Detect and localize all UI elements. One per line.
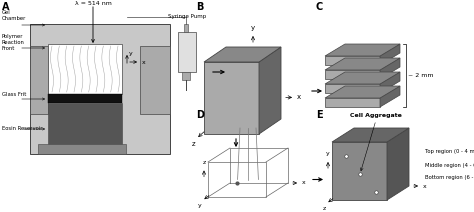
Bar — [48, 103, 122, 144]
Text: x: x — [297, 94, 301, 100]
Text: y: y — [251, 25, 255, 31]
Polygon shape — [380, 72, 400, 93]
Text: y: y — [198, 203, 202, 208]
Polygon shape — [325, 72, 400, 84]
Text: D: D — [196, 110, 204, 120]
Text: z: z — [202, 159, 206, 165]
Polygon shape — [325, 98, 380, 107]
Polygon shape — [259, 47, 281, 134]
Text: ~ 2 mm: ~ 2 mm — [408, 73, 434, 78]
Text: Syringe Pump: Syringe Pump — [168, 14, 206, 19]
Polygon shape — [325, 84, 380, 93]
Bar — [30, 24, 170, 154]
Text: Glass Frit: Glass Frit — [2, 92, 27, 96]
Text: x: x — [142, 60, 146, 64]
Polygon shape — [332, 142, 387, 200]
Bar — [182, 72, 190, 80]
Bar — [48, 94, 122, 103]
Text: Eosin Reservoir: Eosin Reservoir — [2, 127, 43, 131]
Text: Polymer
Reaction
Front: Polymer Reaction Front — [2, 34, 25, 51]
Text: y: y — [129, 52, 133, 57]
Bar — [48, 44, 122, 94]
Polygon shape — [325, 70, 380, 79]
Polygon shape — [325, 44, 400, 56]
Text: Middle region (4 - 6 mm): Middle region (4 - 6 mm) — [425, 163, 474, 167]
Polygon shape — [204, 47, 281, 62]
Polygon shape — [325, 58, 400, 70]
Text: Bottom region (6 - 10 mm): Bottom region (6 - 10 mm) — [425, 176, 474, 180]
Text: λ = 514 nm: λ = 514 nm — [74, 1, 111, 6]
Text: x: x — [423, 184, 427, 188]
Bar — [178, 32, 196, 72]
Text: z: z — [322, 206, 326, 211]
Bar — [38, 144, 126, 154]
Text: B: B — [196, 2, 203, 12]
Text: x: x — [302, 180, 306, 186]
Polygon shape — [387, 128, 409, 200]
Polygon shape — [380, 58, 400, 79]
Polygon shape — [204, 62, 259, 134]
Bar — [30, 46, 48, 114]
Text: A: A — [2, 2, 9, 12]
Polygon shape — [325, 56, 380, 65]
Bar — [140, 46, 170, 114]
Bar — [184, 24, 188, 32]
Text: C: C — [316, 2, 323, 12]
Text: z: z — [192, 141, 196, 147]
Polygon shape — [380, 44, 400, 65]
Text: y: y — [326, 151, 330, 156]
Text: Top region (0 - 4 mm): Top region (0 - 4 mm) — [425, 149, 474, 155]
Polygon shape — [325, 86, 400, 98]
Polygon shape — [380, 86, 400, 107]
Text: Cell Aggregate: Cell Aggregate — [350, 113, 402, 118]
Text: E: E — [316, 110, 323, 120]
Polygon shape — [332, 128, 409, 142]
Text: Gel
Chamber: Gel Chamber — [2, 10, 27, 21]
